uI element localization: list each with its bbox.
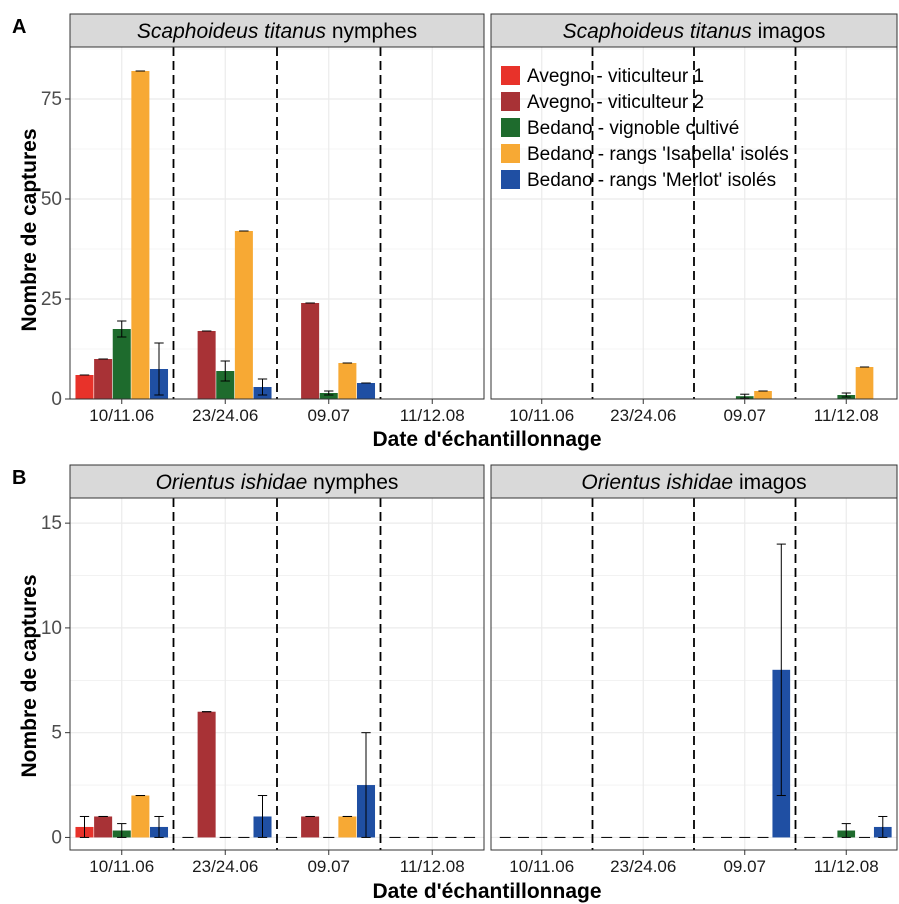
facet-title: Scaphoideus titanus nymphes (137, 20, 417, 43)
facet-panel-a-nymphes: Scaphoideus titanus nymphes 10/11.06 23/24… (41, 13, 485, 425)
x-tick-label: 11/12.08 (400, 857, 465, 876)
x-tick-label: 09.07 (723, 857, 766, 876)
x-tick-label: 10/11.06 (89, 857, 154, 876)
facet-title-species: Orientus ishidae (581, 471, 733, 494)
legend-label: Bedano - vignoble cultivé (527, 118, 739, 139)
facet-panel-a-imagos: Scaphoideus titanus imagos 10/11.06 23/24.… (490, 13, 898, 425)
facet-panel-b-imagos: Orientus ishidae imagos 10/11.06 23/24.06 0… (490, 464, 898, 876)
facet-title: Orientus ishidae imagos (581, 471, 806, 494)
legend-label: Avegno - viticulteur 2 (527, 92, 704, 113)
x-tick-label: 09.07 (723, 406, 766, 425)
legend-swatch (501, 66, 520, 85)
legend-label: Avegno - viticulteur 1 (527, 66, 704, 87)
y-tick-label: 15 (41, 513, 62, 534)
bar (75, 375, 94, 399)
bar (234, 231, 253, 399)
facet-strip (69, 13, 485, 48)
bar (94, 816, 113, 838)
bar (197, 331, 216, 399)
bar (356, 383, 376, 399)
bar (197, 711, 216, 838)
facet-title-species: Scaphoideus titanus (137, 20, 327, 43)
bar (112, 329, 131, 399)
legend-swatch (501, 170, 520, 189)
legend-item: Bedano - vignoble cultivé (501, 118, 739, 139)
legend-item: Avegno - viticulteur 2 (501, 92, 704, 113)
legend: Avegno - viticulteur 1 Avegno - viticulte… (501, 66, 789, 191)
x-tick-label: 23/24.06 (192, 406, 258, 425)
x-tick-label: 09.07 (307, 406, 350, 425)
x-tick-label: 23/24.06 (610, 857, 676, 876)
panel-border (69, 46, 485, 400)
facet-title: Orientus ishidae nymphes (156, 471, 399, 494)
bar (754, 391, 772, 399)
x-tick-label: 11/12.08 (814, 406, 879, 425)
facet-strip (490, 13, 898, 48)
y-tick-label: 75 (41, 89, 62, 110)
y-axis-title-a: Nombre de captures (18, 128, 41, 331)
bar (301, 816, 320, 838)
facet-strip (490, 464, 898, 499)
bar (301, 303, 320, 399)
facet-panel-b-nymphes: Orientus ishidae nymphes 10/11.06 23/24.06… (41, 464, 485, 876)
bar (94, 359, 113, 399)
x-tick-label: 10/11.06 (509, 406, 574, 425)
y-tick-label: 0 (51, 389, 62, 410)
x-tick-label: 09.07 (307, 857, 350, 876)
x-tick-label: 23/24.06 (610, 406, 676, 425)
facet-title-stage: imagos (752, 20, 826, 43)
x-tick-label: 10/11.06 (509, 857, 574, 876)
panel-border (490, 46, 898, 400)
x-tick-label: 11/12.08 (814, 857, 879, 876)
panel-border (69, 497, 485, 851)
facet-title-stage: imagos (733, 471, 807, 494)
facet-title-species: Orientus ishidae (156, 471, 308, 494)
facet-strip (69, 464, 485, 499)
legend-label: Bedano - rangs 'Isabella' isolés (527, 144, 789, 165)
bar (131, 795, 150, 838)
x-axis-title-a: Date d'échantillonnage (372, 428, 601, 451)
x-tick-label: 11/12.08 (400, 406, 465, 425)
legend-label: Bedano - rangs 'Merlot' isolés (527, 170, 776, 191)
bar (319, 393, 338, 399)
legend-item: Bedano - rangs 'Merlot' isolés (501, 170, 776, 191)
y-axis-title-b: Nombre de captures (18, 574, 41, 777)
legend-item: Avegno - viticulteur 1 (501, 66, 704, 87)
panel-letter-b: B (12, 467, 26, 489)
legend-swatch (501, 118, 520, 137)
facet-title-stage: nymphes (326, 20, 417, 43)
y-tick-label: 0 (51, 827, 62, 848)
x-axis-title-b: Date d'échantillonnage (372, 880, 601, 903)
facet-title: Scaphoideus titanus imagos (563, 20, 826, 43)
y-tick-label: 10 (41, 618, 62, 639)
legend-swatch (501, 92, 520, 111)
bar (338, 816, 357, 838)
bar (216, 371, 235, 399)
bar (131, 71, 150, 399)
x-tick-label: 23/24.06 (192, 857, 258, 876)
x-tick-label: 10/11.06 (89, 406, 154, 425)
bar (855, 367, 874, 399)
panel-border (490, 497, 898, 851)
panel-letter-a: A (12, 16, 26, 38)
bar (338, 363, 357, 399)
facet-panels: Scaphoideus titanus nymphes 10/11.06 23/24… (41, 13, 898, 876)
y-tick-label: 50 (41, 189, 62, 210)
y-tick-label: 5 (51, 723, 62, 744)
legend-item: Bedano - rangs 'Isabella' isolés (501, 144, 789, 165)
y-tick-label: 25 (41, 289, 62, 310)
facet-title-species: Scaphoideus titanus (563, 20, 753, 43)
facet-title-stage: nymphes (307, 471, 398, 494)
legend-swatch (501, 144, 520, 163)
